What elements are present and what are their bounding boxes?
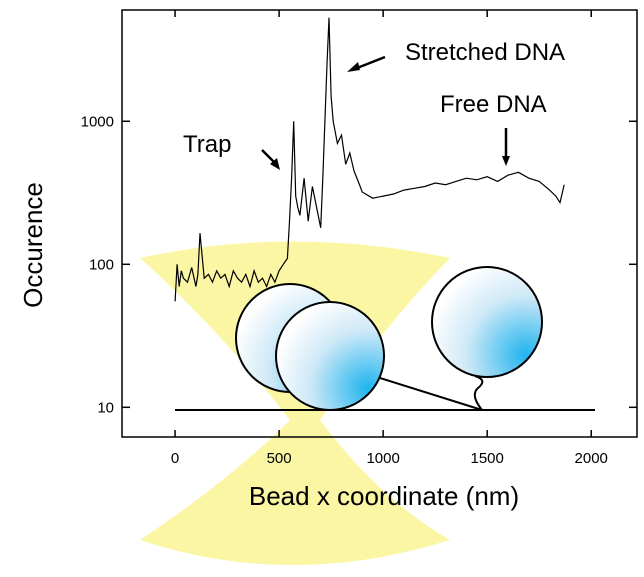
bead <box>275 301 385 411</box>
data-line <box>174 17 565 302</box>
y-tick-label: 10 <box>97 399 114 416</box>
arrow <box>261 149 276 164</box>
arrow <box>502 156 510 166</box>
dna-tether <box>473 375 484 411</box>
annotation: Trap <box>183 131 231 158</box>
y-tick-label: 100 <box>89 256 114 273</box>
x-tick-label: 0 <box>171 450 179 467</box>
x-tick-label: 1000 <box>366 450 399 467</box>
x-tick-label: 2000 <box>575 450 608 467</box>
y-axis-label: Occurence <box>18 182 48 308</box>
y-tick-label: 1000 <box>81 113 114 130</box>
annotation: Free DNA <box>440 91 547 118</box>
plot-frame <box>121 9 638 438</box>
arrow <box>347 62 360 72</box>
x-axis-label: Bead x coordinate (nm) <box>249 481 519 511</box>
x-tick-label: 1500 <box>470 450 503 467</box>
x-tick-label: 500 <box>267 450 292 467</box>
bead <box>431 266 543 378</box>
arrow <box>270 158 280 170</box>
annotation: Stretched DNA <box>405 39 565 66</box>
dna-tether <box>379 377 483 411</box>
